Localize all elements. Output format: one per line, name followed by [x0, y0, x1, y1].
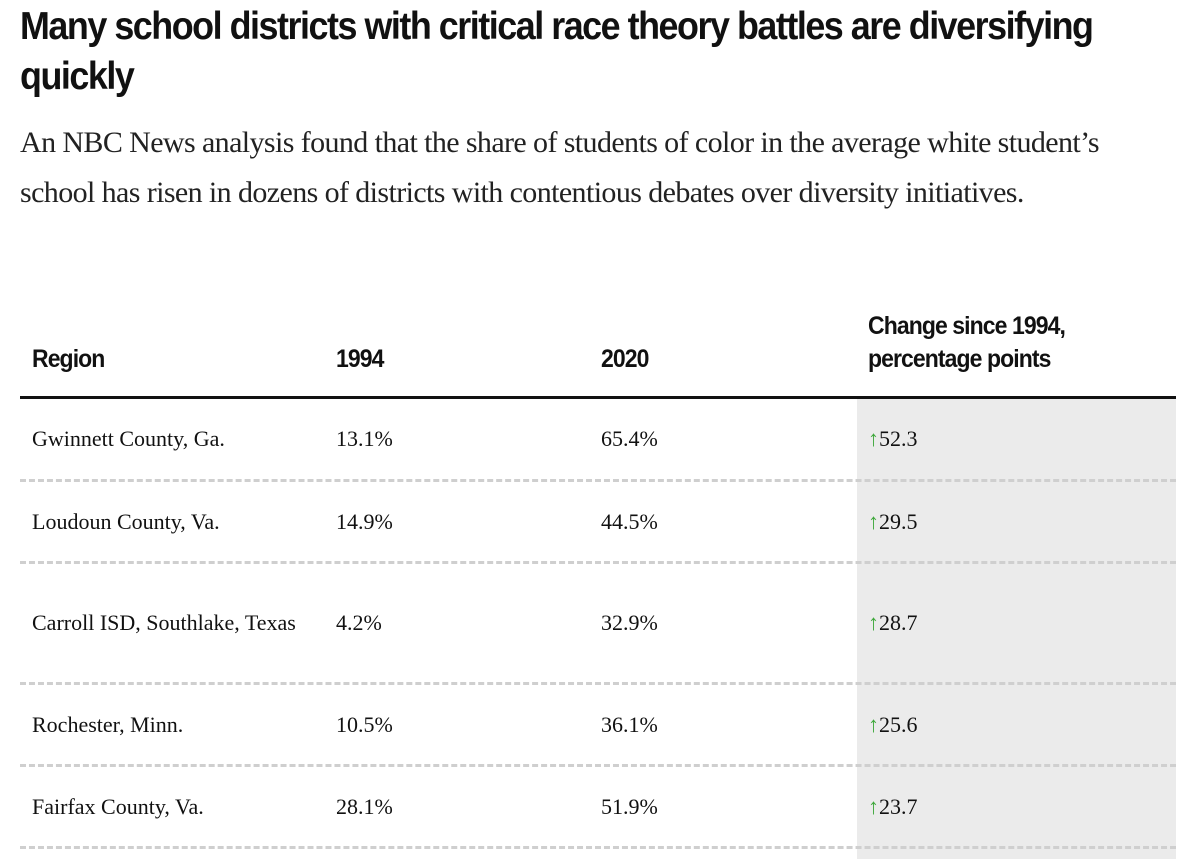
change-cell: ↑28.7: [868, 610, 918, 636]
table-header: Region 1994 2020 Change since 1994, perc…: [20, 300, 1176, 399]
change-value: 23.7: [879, 793, 918, 819]
header-1994: 1994: [336, 345, 384, 373]
up-arrow-icon: ↑: [868, 610, 879, 635]
value-1994-cell: 13.1%: [336, 426, 393, 451]
change-cell: ↑29.5: [868, 509, 918, 535]
change-value: 52.3: [879, 426, 918, 451]
change-value: 28.7: [879, 610, 918, 635]
header-change: Change since 1994, percentage points: [868, 312, 1066, 373]
value-2020-cell: 32.9%: [601, 610, 658, 635]
value-1994-cell: 10.5%: [336, 711, 393, 737]
value-2020-cell: 65.4%: [601, 426, 658, 451]
change-column-highlight: [857, 399, 1176, 859]
value-1994-cell: 28.1%: [336, 793, 393, 819]
region-cell: Carroll ISD, Southlake, Texas: [32, 610, 296, 635]
chart-subtitle: An NBC News analysis found that the shar…: [20, 126, 1100, 209]
value-2020-cell: 51.9%: [601, 793, 658, 819]
table-row: Fairfax County, Va. 28.1% 51.9% ↑23.7: [20, 767, 1176, 849]
table-row: Rochester, Minn. 10.5% 36.1% ↑25.6: [20, 685, 1176, 767]
value-2020-cell: 44.5%: [601, 508, 658, 534]
region-cell: Rochester, Minn.: [32, 711, 184, 737]
region-cell: Loudoun County, Va.: [32, 508, 220, 534]
value-1994-cell: 14.9%: [336, 508, 393, 534]
value-2020-cell: 36.1%: [601, 711, 658, 737]
table-row: Loudoun County, Va. 14.9% 44.5% ↑29.5: [20, 482, 1176, 564]
region-cell: Fairfax County, Va.: [32, 793, 204, 819]
change-value: 29.5: [879, 508, 918, 534]
data-table: Region 1994 2020 Change since 1994, perc…: [20, 300, 1176, 859]
change-cell: ↑25.6: [868, 712, 918, 738]
table-row: Gwinnett County, Ga. 13.1% 65.4% ↑52.3: [20, 399, 1176, 482]
up-arrow-icon: ↑: [868, 508, 879, 534]
chart-title: Many school districts with critical race…: [20, 5, 1094, 98]
change-cell: ↑23.7: [868, 794, 918, 820]
region-cell: Gwinnett County, Ga.: [32, 426, 225, 451]
up-arrow-icon: ↑: [868, 426, 879, 451]
up-arrow-icon: ↑: [868, 793, 879, 819]
header-region: Region: [32, 345, 105, 373]
header-2020: 2020: [601, 345, 649, 373]
change-cell: ↑52.3: [868, 426, 918, 452]
up-arrow-icon: ↑: [868, 711, 879, 737]
value-1994-cell: 4.2%: [336, 610, 382, 635]
change-value: 25.6: [879, 711, 918, 737]
table-row: Carroll ISD, Southlake, Texas 4.2% 32.9%…: [20, 564, 1176, 685]
